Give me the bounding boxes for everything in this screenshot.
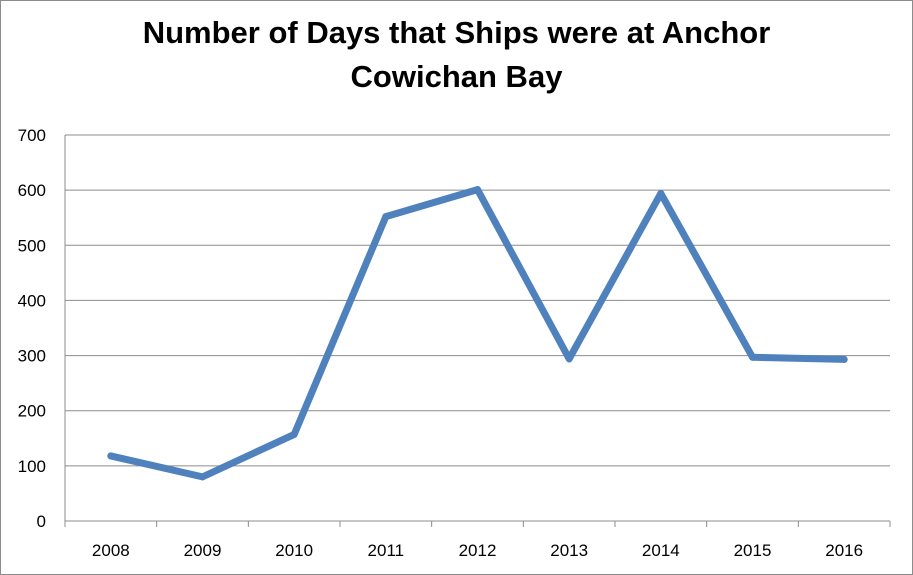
- x-tick-label: 2008: [92, 541, 130, 560]
- y-tick-label: 100: [18, 457, 46, 476]
- y-tick-label: 600: [18, 181, 46, 200]
- data-point: [565, 355, 573, 363]
- series-line: [107, 186, 848, 481]
- data-point: [749, 353, 756, 361]
- x-tick-label: 2010: [275, 541, 313, 560]
- y-tick-label: 0: [37, 512, 46, 531]
- chart-title-line-2: Cowichan Bay: [350, 59, 563, 94]
- data-point: [474, 186, 481, 194]
- y-tick-label: 700: [18, 126, 46, 145]
- data-point: [382, 213, 390, 221]
- x-tick-label: 2012: [459, 541, 497, 560]
- y-tick-label: 300: [18, 347, 46, 366]
- data-point: [840, 355, 848, 363]
- x-tick-label: 2016: [825, 541, 863, 560]
- y-tick-label: 500: [18, 236, 46, 255]
- data-point: [107, 452, 115, 460]
- chart-title: Number of Days that Ships were at Anchor…: [1, 11, 912, 99]
- x-tick-label: 2011: [368, 541, 405, 560]
- chart-title-line-1: Number of Days that Ships were at Anchor: [142, 15, 771, 50]
- x-tick-label: 2013: [550, 541, 588, 560]
- data-point: [657, 189, 665, 197]
- x-tick-label: 2014: [642, 541, 680, 560]
- data-point: [199, 473, 206, 481]
- x-tick-label: 2009: [184, 541, 222, 560]
- data-point: [290, 430, 298, 438]
- y-tick-label: 200: [18, 402, 46, 421]
- x-tick-label: 2015: [734, 541, 772, 560]
- y-tick-label: 400: [18, 291, 46, 310]
